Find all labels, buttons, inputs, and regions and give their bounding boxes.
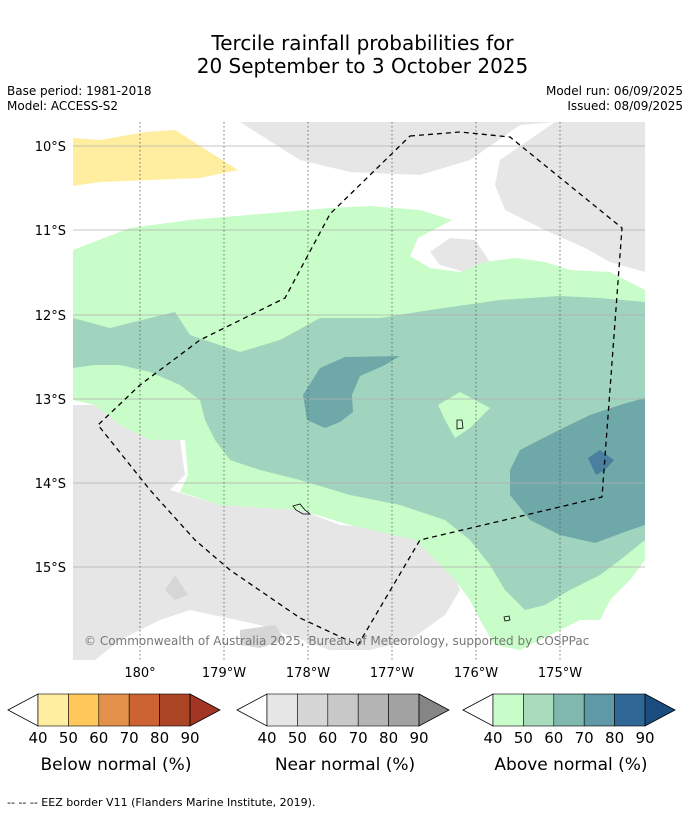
lon-axis: 180° 179°W 178°W 177°W 176°W 175°W [124, 666, 582, 681]
colorbar-tick: 60 [544, 729, 563, 747]
colorbar-segment [68, 693, 100, 727]
lon-label: 177°W [370, 666, 414, 681]
above-normal-50-region [73, 296, 645, 610]
colorbar-tick: 90 [635, 729, 654, 747]
colorbar-low-extend [236, 693, 268, 727]
colorbar-segment [583, 693, 615, 727]
colorbar-tick: 50 [514, 729, 533, 747]
colorbar-tick: 80 [605, 729, 624, 747]
colorbar: 40 50 60 70 80 90 Below normal (%) [7, 693, 221, 775]
colorbar-segment [128, 693, 160, 727]
gridlines [73, 122, 645, 660]
near-normal-50-patch [165, 575, 188, 600]
colorbar-label: Above normal (%) [494, 755, 647, 775]
model-name: Model: ACCESS-S2 [7, 99, 119, 113]
lat-label: 14°S [35, 477, 66, 492]
colorbar-tick: 60 [89, 729, 108, 747]
lon-label: 176°W [454, 666, 498, 681]
model-run: Model run: 06/09/2025 [545, 84, 683, 98]
eez-border [97, 131, 623, 646]
colorbar-high-extend [189, 693, 221, 727]
map-title-line-2: 20 September to 3 October 2025 [196, 54, 529, 78]
colorbar-tick: 40 [28, 729, 47, 747]
near-normal-regions [73, 122, 645, 660]
colorbar-tick: 70 [120, 729, 139, 747]
lat-label: 11°S [35, 224, 66, 239]
colorbar-tick: 80 [150, 729, 169, 747]
islands [292, 419, 511, 622]
base-period: Base period: 1981-2018 [7, 84, 152, 98]
colorbars: 40 50 60 70 80 90 Below normal (%) 40 50 60 70 80 90… [7, 693, 676, 775]
colorbar-segment [523, 693, 555, 727]
lat-label: 10°S [35, 140, 66, 155]
lon-label: 180° [124, 666, 155, 681]
colorbar-segment [492, 693, 524, 727]
colorbar-segment [388, 693, 420, 727]
colorbar-tick: 60 [318, 729, 337, 747]
colorbar-segment [327, 693, 359, 727]
above-normal-60-regions [303, 356, 645, 543]
lat-axis: 10°S 11°S 12°S 13°S 14°S 15°S [35, 140, 66, 576]
colorbar-segment [614, 693, 646, 727]
meta-right: Model run: 06/09/2025 Issued: 08/09/2025 [546, 84, 683, 114]
colorbar-tick: 70 [575, 729, 594, 747]
colorbar-tick: 70 [349, 729, 368, 747]
colorbar: 40 50 60 70 80 90 Above normal (%) [462, 693, 676, 775]
colorbar-tick: 40 [257, 729, 276, 747]
colorbar-high-extend [418, 693, 450, 727]
colorbar-segment [159, 693, 191, 727]
lat-label: 15°S [35, 561, 66, 576]
above-normal-70-region [588, 450, 614, 475]
near-normal-50-patch-south [240, 625, 285, 648]
below-normal-region [73, 130, 238, 186]
colorbar-tick: 40 [483, 729, 502, 747]
colorbar-tick: 90 [180, 729, 199, 747]
colorbar-tick: 50 [288, 729, 307, 747]
lon-label: 179°W [202, 666, 246, 681]
colorbar-tick: 90 [409, 729, 428, 747]
map-area: © Commonwealth of Australia 2025, Bureau… [73, 122, 645, 660]
no-signal-region [438, 392, 490, 438]
colorbar-segment [297, 693, 329, 727]
map-title-line-1: Tercile rainfall probabilities for [211, 31, 514, 55]
colorbar-segment [266, 693, 298, 727]
colorbar-low-extend [7, 693, 39, 727]
lat-label: 13°S [35, 393, 66, 408]
lat-label: 12°S [35, 309, 66, 324]
colorbar-label: Below normal (%) [41, 755, 192, 775]
colorbar-tick: 80 [379, 729, 398, 747]
colorbar-segment [98, 693, 130, 727]
colorbar-high-extend [644, 693, 676, 727]
colorbar-label: Near normal (%) [275, 755, 415, 775]
eez-footnote: -- -- -- EEZ border V11 (Flanders Marine… [7, 796, 316, 809]
colorbar-segment [553, 693, 585, 727]
colorbar-tick: 50 [59, 729, 78, 747]
meta-left: Base period: 1981-2018 Model: ACCESS-S2 [7, 84, 152, 114]
colorbar-segment [37, 693, 69, 727]
colorbar: 40 50 60 70 80 90 Near normal (%) [236, 693, 450, 775]
colorbar-segment [357, 693, 389, 727]
lon-label: 175°W [538, 666, 582, 681]
lon-label: 178°W [286, 666, 330, 681]
issued-date: Issued: 08/09/2025 [567, 99, 683, 113]
colorbar-low-extend [462, 693, 494, 727]
copyright-text: © Commonwealth of Australia 2025, Bureau… [84, 634, 589, 648]
